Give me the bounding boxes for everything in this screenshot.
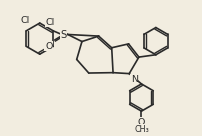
- Text: O: O: [138, 118, 145, 127]
- Text: Cl: Cl: [45, 18, 55, 27]
- Text: S: S: [60, 30, 66, 40]
- Text: CH₃: CH₃: [134, 125, 149, 134]
- Text: N: N: [131, 75, 138, 84]
- Text: O: O: [45, 41, 52, 51]
- Text: Cl: Cl: [21, 16, 30, 25]
